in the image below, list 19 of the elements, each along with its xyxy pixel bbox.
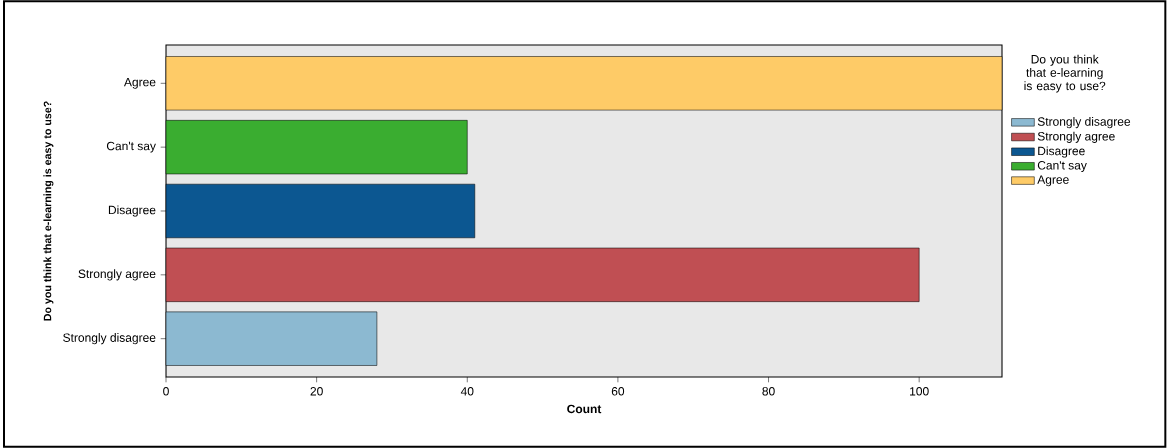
- x-tick-label: 0: [163, 387, 169, 396]
- y-tick-label: Strongly disagree: [63, 333, 156, 345]
- x-tick-label: 40: [460, 387, 474, 396]
- legend-label: Disagree: [1038, 146, 1085, 158]
- x-tick-label: 100: [910, 387, 929, 396]
- x-tick-label: 60: [611, 387, 625, 396]
- y-axis-title: Do you think that e-learning is easy to use?: [43, 101, 54, 321]
- y-tick-label: Agree: [123, 77, 156, 89]
- legend-label: Strongly agree: [1037, 131, 1115, 143]
- legend-label: Can't say: [1037, 161, 1087, 172]
- x-tick-label: 80: [762, 387, 775, 396]
- legend-title: Do you think that e-learning is easy to use?: [1024, 54, 1106, 93]
- legend-label: Strongly disagree: [1037, 116, 1131, 129]
- y-tick-label: Strongly agree: [78, 269, 156, 281]
- y-tick-label: Can't say: [106, 141, 156, 153]
- x-tick-label: 20: [310, 387, 323, 396]
- y-tick-label: Disagree: [108, 205, 156, 217]
- x-axis-title: Count: [567, 404, 602, 414]
- legend-label: Agree: [1037, 175, 1069, 187]
